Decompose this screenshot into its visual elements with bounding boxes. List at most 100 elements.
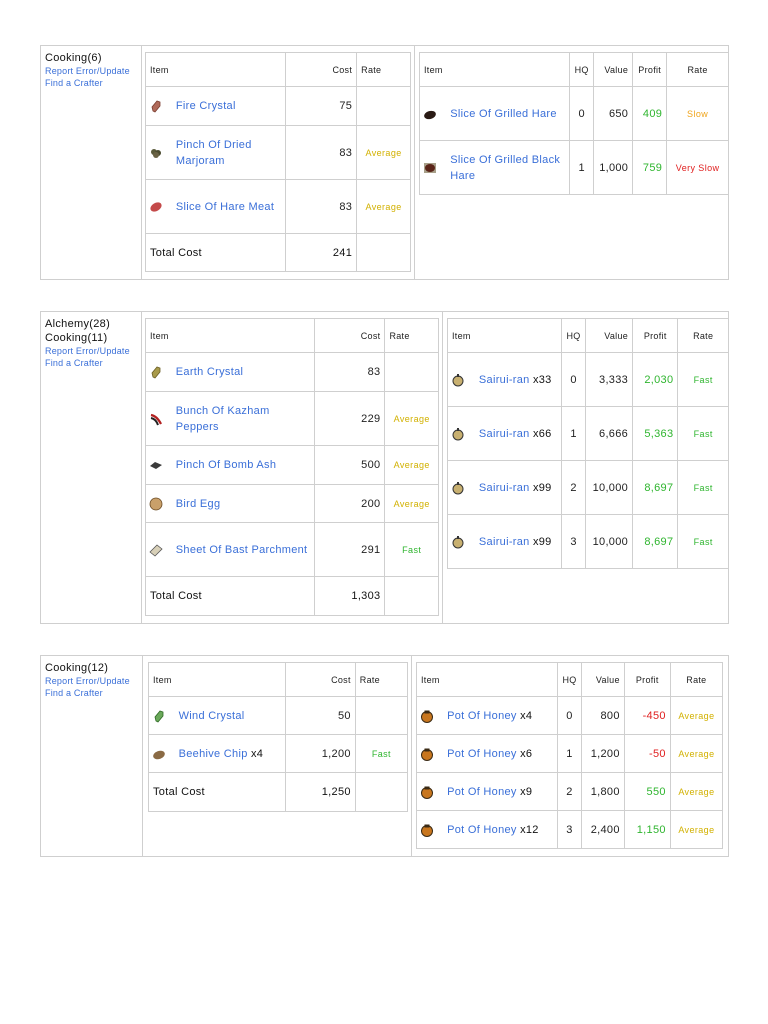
result-row: Pot Of Honey x6 1 1,200 -50 Average: [416, 734, 724, 773]
result-row: Pot Of Honey x4 0 800 -450 Average: [416, 696, 724, 735]
item-column-header: Item: [447, 318, 562, 353]
craft-info: Cooking(12) Report Error/Update Find a Cra…: [41, 656, 143, 856]
result-name-cell: Pot Of Honey x4: [443, 696, 559, 735]
find-crafter-link[interactable]: Find a Crafter: [45, 688, 103, 698]
ingredient-icon-cell: [144, 484, 172, 523]
result-icon-cell: [419, 140, 447, 195]
sairui-ran-icon: [451, 535, 465, 549]
parchment-icon: [149, 543, 163, 557]
ingredient-rate: [356, 86, 411, 126]
result-quantity: x9: [520, 785, 533, 798]
result-name-link[interactable]: Pot Of Honey: [447, 823, 517, 836]
ingredient-cost: 229: [313, 391, 386, 446]
rate-column-header: Rate: [669, 662, 724, 697]
result-value: 1,000: [593, 140, 634, 195]
result-rate: Slow: [666, 86, 729, 141]
grilled-black-hare-icon: [423, 161, 437, 175]
find-crafter-link[interactable]: Find a Crafter: [45, 358, 103, 368]
result-hq: 0: [557, 696, 582, 735]
ingredient-name-link[interactable]: Fire Crystal: [175, 100, 236, 112]
honey-pot-icon: [420, 785, 434, 799]
result-icon-cell: [416, 696, 444, 735]
egg-icon: [149, 497, 163, 511]
result-profit: 409: [632, 86, 668, 141]
ingredient-quantity: x4: [250, 747, 264, 760]
result-name-link[interactable]: Pot Of Honey: [447, 785, 517, 798]
result-name-link[interactable]: Slice Of Grilled Hare: [450, 107, 557, 120]
ingredient-name-link[interactable]: Slice Of Hare Meat: [175, 200, 275, 213]
report-error-link[interactable]: Report Error/Update: [45, 676, 130, 686]
ingredient-rate: Average: [384, 484, 439, 523]
ingredient-icon-cell: [144, 391, 172, 446]
result-row: Pot Of Honey x12 3 2,400 1,150 Average: [416, 810, 724, 849]
result-profit: 5,363: [632, 406, 679, 461]
total-cost-label: Total Cost: [148, 772, 286, 812]
result-value: 800: [580, 696, 625, 735]
total-cost-row: Total Cost 1,250: [148, 772, 409, 812]
result-row: Slice Of Grilled Black Hare 1 1,000 759 Very…: [419, 140, 729, 195]
result-row: Sairui-ran x99 2 10,000 8,697 Fast: [446, 460, 729, 515]
rate-column-header: Rate: [677, 318, 729, 353]
ingredient-name-link[interactable]: Wind Crystal: [178, 709, 245, 722]
hq-column-header: HQ: [569, 52, 595, 87]
result-hq: 0: [569, 86, 595, 141]
total-cost-value: 241: [285, 233, 358, 272]
results-table: Item HQ Value Profit Rate Pot Of Honey x4 0 800…: [415, 662, 724, 849]
ingredient-cost: 500: [313, 445, 386, 485]
ingredient-row: Bird Egg 200 Average: [144, 484, 439, 523]
recipe-block: Cooking(6) Report Error/Update Find a Craf…: [40, 45, 729, 280]
result-name-link[interactable]: Sairui-ran: [478, 535, 530, 548]
ingredient-name-link[interactable]: Pinch Of Bomb Ash: [175, 459, 277, 471]
ingredient-rate: Average: [384, 391, 439, 446]
result-rate: Average: [669, 772, 724, 811]
result-name-link[interactable]: Sairui-ran: [478, 427, 530, 440]
ingredient-name-link[interactable]: Beehive Chip: [178, 747, 248, 760]
results-header-row: Item HQ Value Profit Rate: [415, 662, 724, 697]
result-row: Sairui-ran x33 0 3,333 2,030 Fast: [446, 352, 729, 407]
result-icon-cell: [446, 460, 475, 515]
item-column-header: Item: [418, 52, 571, 87]
report-error-link[interactable]: Report Error/Update: [45, 66, 130, 76]
result-name-link[interactable]: Sairui-ran: [478, 481, 530, 494]
result-row: Sairui-ran x99 3 10,000 8,697 Fast: [446, 514, 729, 569]
results-table: Item HQ Value Profit Rate Sairui-ran x33 0 3,33…: [446, 318, 729, 569]
ingredient-name-link[interactable]: Sheet Of Bast Parchment: [175, 543, 308, 556]
ingredient-icon-cell: [144, 522, 172, 577]
result-row: Sairui-ran x66 1 6,666 5,363 Fast: [446, 406, 729, 461]
ingredient-name-link[interactable]: Bird Egg: [175, 497, 221, 510]
item-column-header: Item: [145, 318, 315, 353]
ingredient-rate: Average: [384, 445, 439, 485]
earth-crystal-icon: [149, 365, 163, 379]
total-cost-label: Total Cost: [144, 233, 287, 272]
profit-column-header: Profit: [623, 662, 671, 697]
ingredient-name-link[interactable]: Pinch Of Dried Marjoram: [175, 138, 252, 167]
ingredient-name-link[interactable]: Earth Crystal: [175, 366, 244, 378]
result-profit: -50: [623, 734, 671, 773]
result-name-link[interactable]: Pot Of Honey: [447, 709, 517, 722]
find-crafter-link[interactable]: Find a Crafter: [45, 78, 103, 88]
hq-column-header: HQ: [557, 662, 582, 697]
result-name-link[interactable]: Pot Of Honey: [447, 747, 517, 760]
item-column-header: Item: [148, 662, 286, 697]
result-quantity: x6: [520, 747, 533, 760]
result-icon-cell: [419, 86, 447, 141]
result-profit: 759: [632, 140, 668, 195]
ingredients-table: Item Cost Rate Fire Crystal 75 Pinch Of Dried…: [144, 52, 411, 272]
ingredients-header-row: Item Cost Rate: [145, 318, 439, 353]
report-error-link[interactable]: Report Error/Update: [45, 346, 130, 356]
ingredient-name-link[interactable]: Bunch Of Kazham Peppers: [175, 404, 270, 433]
value-column-header: Value: [580, 662, 625, 697]
result-hq: 3: [557, 810, 582, 849]
result-quantity: x99: [532, 481, 552, 494]
recipe-block: Alchemy(28) Cooking(11) Report Error/Updat…: [40, 311, 729, 624]
ingredient-rate: Average: [356, 179, 411, 234]
ingredient-icon-cell: [144, 352, 172, 392]
fire-crystal-icon: [149, 99, 163, 113]
result-name-link[interactable]: Sairui-ran: [478, 373, 530, 386]
result-profit: -450: [623, 696, 671, 735]
profit-column-header: Profit: [632, 318, 679, 353]
result-name-link[interactable]: Slice Of Grilled Black Hare: [450, 153, 561, 182]
total-cost-row: Total Cost 241: [144, 233, 411, 272]
sairui-ran-icon: [451, 373, 465, 387]
ingredient-name-cell: Bunch Of Kazham Peppers: [171, 391, 315, 446]
